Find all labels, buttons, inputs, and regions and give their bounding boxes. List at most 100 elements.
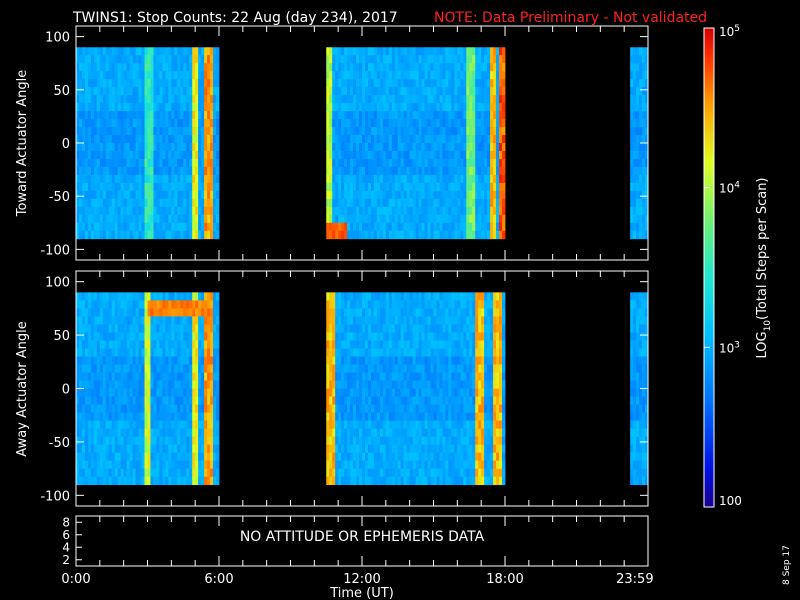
heatmap-cell: [421, 356, 425, 365]
heatmap-cell: [198, 150, 202, 160]
heatmap-cell: [341, 174, 345, 184]
heatmap-cell: [391, 214, 396, 224]
heatmap-cell: [207, 198, 211, 208]
heatmap-cell: [120, 135, 125, 144]
heatmap-cell: [207, 412, 211, 421]
heatmap-cell: [210, 127, 214, 136]
heatmap-cell: [436, 308, 440, 317]
heatmap-cell: [78, 135, 83, 144]
heatmap-cell: [177, 332, 181, 341]
heatmap-cell: [448, 444, 452, 453]
heatmap-cell: [90, 111, 95, 120]
heatmap-cell: [171, 420, 175, 429]
heatmap-cell: [412, 135, 417, 144]
heatmap-cell: [373, 348, 378, 357]
heatmap-cell: [93, 79, 98, 88]
heatmap-cell: [156, 214, 160, 224]
heatmap-cell: [144, 190, 148, 200]
heatmap-cell: [204, 356, 208, 365]
heatmap-cell: [630, 71, 634, 80]
heatmap-cell: [186, 190, 190, 200]
heatmap-cell: [385, 300, 390, 309]
heatmap-cell: [90, 404, 95, 413]
heatmap-cell: [78, 222, 83, 232]
heatmap-cell: [376, 428, 381, 437]
heatmap-cell: [403, 324, 408, 333]
heatmap-cell: [177, 396, 181, 405]
heatmap-cell: [350, 55, 354, 64]
heatmap-cell: [341, 198, 345, 208]
heatmap-cell: [108, 206, 113, 216]
heatmap-cell: [362, 166, 366, 176]
heatmap-cell: [359, 308, 363, 317]
heatmap-cell: [496, 55, 500, 64]
heatmap-cell: [454, 55, 458, 64]
heatmap-cell: [367, 420, 372, 429]
heatmap-cell: [165, 348, 169, 357]
heatmap-cell: [376, 47, 381, 56]
heatmap-cell: [78, 292, 83, 301]
heatmap-cell: [132, 182, 136, 192]
heatmap-cell: [90, 127, 95, 136]
heatmap-cell: [487, 143, 491, 152]
heatmap-cell: [84, 206, 89, 216]
heatmap-cell: [81, 47, 86, 56]
heatmap-cell: [138, 292, 142, 301]
heatmap-cell: [353, 396, 357, 405]
heatmap-cell: [370, 460, 375, 470]
heatmap-cell: [171, 111, 175, 120]
heatmap-cell: [442, 174, 446, 184]
heatmap-cell: [394, 230, 399, 240]
heatmap-cell: [99, 372, 104, 381]
heatmap-cell: [96, 372, 101, 381]
heatmap-cell: [400, 444, 405, 453]
away-heatmap: [76, 292, 649, 486]
heatmap-cell: [636, 214, 640, 224]
heatmap-cell: [189, 182, 193, 192]
heatmap-cell: [362, 111, 366, 120]
heatmap-cell: [469, 198, 473, 208]
heatmap-cell: [108, 79, 113, 88]
heatmap-cell: [150, 174, 154, 184]
heatmap-cell: [132, 404, 136, 413]
heatmap-cell: [639, 135, 643, 144]
heatmap-cell: [469, 166, 473, 176]
heatmap-cell: [198, 158, 202, 168]
heatmap-cell: [332, 174, 336, 184]
heatmap-cell: [213, 143, 217, 152]
heatmap-cell: [150, 468, 154, 478]
heatmap-cell: [84, 174, 89, 184]
heatmap-cell: [400, 182, 405, 192]
heatmap-cell: [76, 214, 80, 224]
heatmap-cell: [84, 428, 89, 437]
y-tick-label: 0: [62, 137, 70, 152]
heatmap-cell: [183, 71, 187, 80]
heatmap-cell: [81, 372, 86, 381]
heatmap-cell: [108, 127, 113, 136]
heatmap-cell: [341, 372, 345, 381]
heatmap-cell: [433, 300, 437, 309]
heatmap-cell: [183, 308, 187, 317]
heatmap-cell: [436, 412, 440, 421]
heatmap-cell: [484, 174, 488, 184]
heatmap-cell: [373, 174, 378, 184]
heatmap-cell: [201, 214, 205, 224]
heatmap-cell: [213, 158, 217, 168]
heatmap-cell: [335, 135, 339, 144]
heatmap-cell: [138, 452, 142, 461]
heatmap-cell: [347, 143, 351, 152]
heatmap-cell: [198, 222, 202, 232]
heatmap-cell: [496, 214, 500, 224]
heatmap-cell: [448, 396, 452, 405]
heatmap-cell: [502, 198, 506, 208]
heatmap-cell: [418, 198, 422, 208]
heatmap-cell: [183, 428, 187, 437]
heatmap-cell: [129, 190, 134, 200]
heatmap-cell: [84, 316, 89, 325]
heatmap-cell: [454, 87, 458, 96]
heatmap-cell: [120, 476, 125, 486]
heatmap-cell: [406, 174, 411, 184]
heatmap-cell: [153, 396, 157, 405]
heatmap-cell: [87, 182, 92, 192]
heatmap-cell: [406, 230, 411, 240]
